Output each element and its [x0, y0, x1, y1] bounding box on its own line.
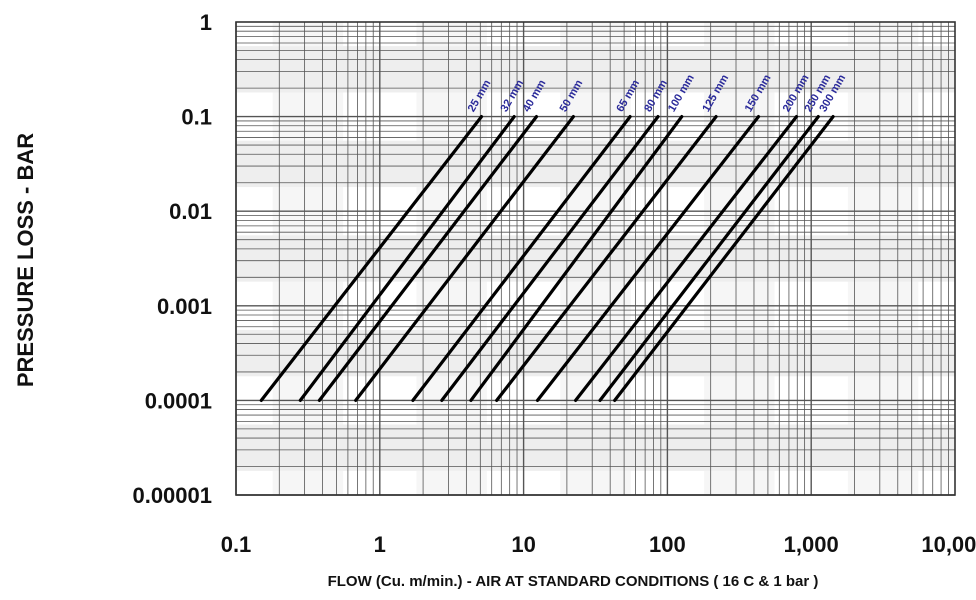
- series-line: [298, 114, 516, 402]
- y-tick-label: 0.00001: [132, 483, 212, 508]
- x-tick-label: 100: [649, 532, 686, 557]
- y-tick-label: 1: [200, 10, 212, 35]
- plot-border: [235, 21, 956, 496]
- y-tick-label: 0.0001: [145, 388, 212, 413]
- x-tick-label: 10,000: [921, 532, 976, 557]
- series-line: [411, 114, 632, 402]
- y-tick-label: 0.1: [181, 105, 212, 130]
- y-tick-label: 0.01: [169, 199, 212, 224]
- x-tick-label: 1,000: [784, 532, 839, 557]
- series-line: [354, 114, 576, 402]
- band-col: [272, 22, 344, 495]
- series-line: [259, 114, 484, 402]
- grid-lines: [235, 21, 956, 496]
- band-col: [560, 22, 631, 495]
- series-line: [573, 114, 799, 402]
- series-line: [440, 114, 660, 402]
- series-line: [613, 114, 835, 402]
- band-col: [847, 22, 919, 495]
- y-axis-label: PRESSURE LOSS - BAR: [13, 133, 38, 387]
- x-tick-label: 1: [374, 532, 386, 557]
- series-line: [598, 114, 820, 402]
- series-line: [469, 114, 684, 402]
- y-tick-label: 0.001: [157, 294, 212, 319]
- x-axis-label: FLOW (Cu. m/min.) - AIR AT STANDARD COND…: [328, 573, 819, 590]
- series-line: [535, 114, 761, 402]
- series-line: [317, 114, 539, 402]
- x-tick-labels: 0.1 1 10 100 1,000 10,000: [221, 532, 976, 557]
- x-tick-label: 0.1: [221, 532, 252, 557]
- series-lines: [259, 114, 835, 402]
- band-col: [704, 22, 775, 495]
- series-line: [495, 114, 718, 402]
- y-tick-labels: 1 0.1 0.01 0.001 0.0001 0.00001: [132, 10, 212, 508]
- x-tick-label: 10: [511, 532, 535, 557]
